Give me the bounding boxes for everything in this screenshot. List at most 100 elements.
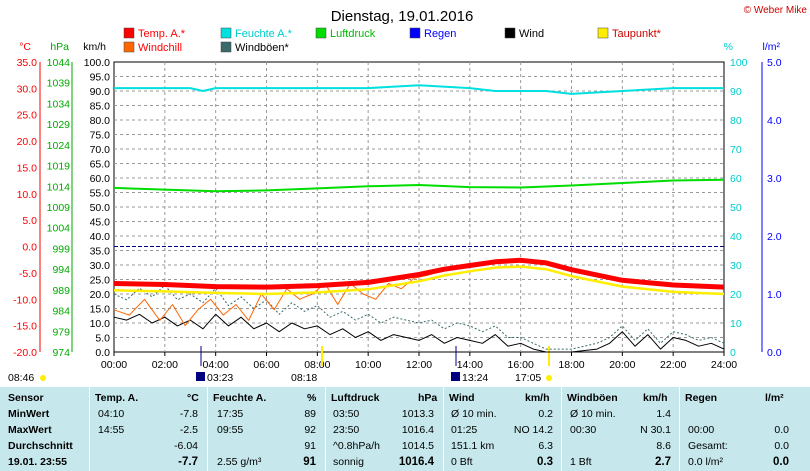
humidity-tick-label: 50 [730,202,742,214]
wind-tick-label: 40.0 [90,231,111,243]
cell-rain-val: 0.0 [773,456,789,468]
temp-tick-label: 25.0 [17,110,38,122]
legend-swatch [123,27,135,39]
statistics-table: Sensor Temp. A. °C Feuchte A. % Luftdruc… [0,387,810,471]
header-humidity-unit: % [307,392,317,404]
humidity-tick-label: 40 [730,231,742,243]
wind-tick-label: 5.0 [95,333,110,345]
wind-tick-label: 65.0 [90,159,111,171]
x-tick-label: 24:00 [711,359,737,371]
temp-tick-label: 15.0 [17,162,38,174]
legend-swatch [220,41,232,53]
pressure-tick-label: 1034 [47,98,71,110]
chart-grid [113,61,725,353]
header-sensor: Sensor [8,392,44,404]
wind-tick-label: 25.0 [90,275,111,287]
cell-label: MinWert [8,408,50,420]
rain-tick-label: 0.0 [767,347,782,359]
rain-tick-label: 2.0 [767,231,782,243]
header-rain-unit: l/m² [765,392,784,404]
cell-hum-val: 92 [304,424,316,436]
series-taupunkt [113,265,725,296]
cell-temp-time: 14:55 [98,424,125,436]
cell-wind-val: 6.3 [538,440,553,452]
wind-tick-label: 100.0 [84,57,110,69]
cell-rain-val: 0.0 [774,424,789,436]
cell-wind-val: 0.3 [537,456,553,468]
pressure-tick-label: 1039 [47,78,71,90]
x-tick-label: 22:00 [660,359,686,371]
cell-gust-label: Ø 10 min. [570,408,616,420]
moonset-time: 13:24 [462,372,488,384]
x-tick-label: 16:00 [508,359,534,371]
pressure-tick-label: 974 [52,347,70,359]
header-humidity: Feuchte A. [213,392,267,404]
temp-axis-unit: °C [19,41,31,53]
cell-temp-val: -6.04 [174,440,198,452]
pressure-tick-label: 1009 [47,202,71,214]
time-mark: 17:05 [515,372,541,384]
x-tick-label: 14:00 [457,359,483,371]
cell-temp-time: 04:10 [98,408,125,420]
temp-tick-label: -15.0 [13,321,37,333]
wind-tick-label: 45.0 [90,217,111,229]
rain-tick-label: 4.0 [767,115,782,127]
cell-press-time: 23:50 [333,424,360,436]
legend-label: Temp. A.* [138,28,186,40]
pressure-tick-label: 1044 [47,57,71,69]
cell-wind-val: 0.2 [538,408,553,420]
x-tick-label: 18:00 [558,359,584,371]
humidity-tick-label: 100 [730,57,748,69]
humidity-tick-label: 90 [730,86,742,98]
temp-tick-label: -10.0 [13,294,37,306]
cell-press-time: sonnig [333,456,364,468]
cell-temp-val: -7.8 [179,408,198,420]
wind-tick-label: 0.0 [95,347,110,359]
wind-tick-label: 30.0 [90,260,111,272]
legend-swatch [409,27,421,39]
humidity-tick-label: 60 [730,173,742,185]
cell-wind-label: 01:25 [451,424,478,436]
time-mark: 08:18 [291,372,317,384]
cell-gust-val: 2.7 [655,456,671,468]
pressure-tick-label: 999 [52,243,70,255]
cell-wind-label: 0 Bft [451,456,473,468]
cell-gust-val: 1.4 [656,408,671,420]
cell-press-time: ^0.8hPa/h [333,440,380,452]
header-rain: Regen [685,392,718,404]
wind-tick-label: 35.0 [90,246,111,258]
temp-tick-label: -20.0 [13,347,37,359]
pressure-tick-label: 1019 [47,161,71,173]
cell-press-val: 1016.4 [401,424,434,436]
header-temp: Temp. A. [95,392,139,404]
legend-label: Regen [424,28,456,40]
cell-wind-label: 151.1 km [451,440,495,452]
humidity-tick-label: 30 [730,260,742,272]
legend-label: Windböen* [235,42,290,54]
rain-axis-unit: l/m² [763,41,781,53]
wind-tick-label: 15.0 [90,304,111,316]
header-gust: Windböen [567,392,618,404]
x-tick-label: 02:00 [152,359,178,371]
legend-swatch [597,27,609,39]
x-tick-label: 04:00 [203,359,229,371]
cell-hum-val: 91 [304,440,316,452]
cell-hum-val: 91 [303,456,316,468]
humidity-axis-unit: % [724,41,733,53]
wind-tick-label: 80.0 [90,115,111,127]
legend-label: Feuchte A.* [235,28,293,40]
cell-hum-time: 2.55 g/m³ [217,456,262,468]
pressure-tick-label: 989 [52,285,70,297]
cell-wind-label: Ø 10 min. [451,408,497,420]
cell-press-val: 1013.3 [401,408,434,420]
x-tick-label: 12:00 [406,359,432,371]
sun-icon [546,375,552,381]
cell-press-val: 1016.4 [398,456,434,468]
sunrise-time: 08:46 [8,372,34,384]
pressure-tick-label: 979 [52,326,70,338]
rain-tick-label: 5.0 [767,57,782,69]
cell-press-time: 03:50 [333,408,360,420]
temp-tick-label: 10.0 [17,189,38,201]
series-wind [113,313,725,353]
pressure-tick-label: 1014 [47,181,71,193]
